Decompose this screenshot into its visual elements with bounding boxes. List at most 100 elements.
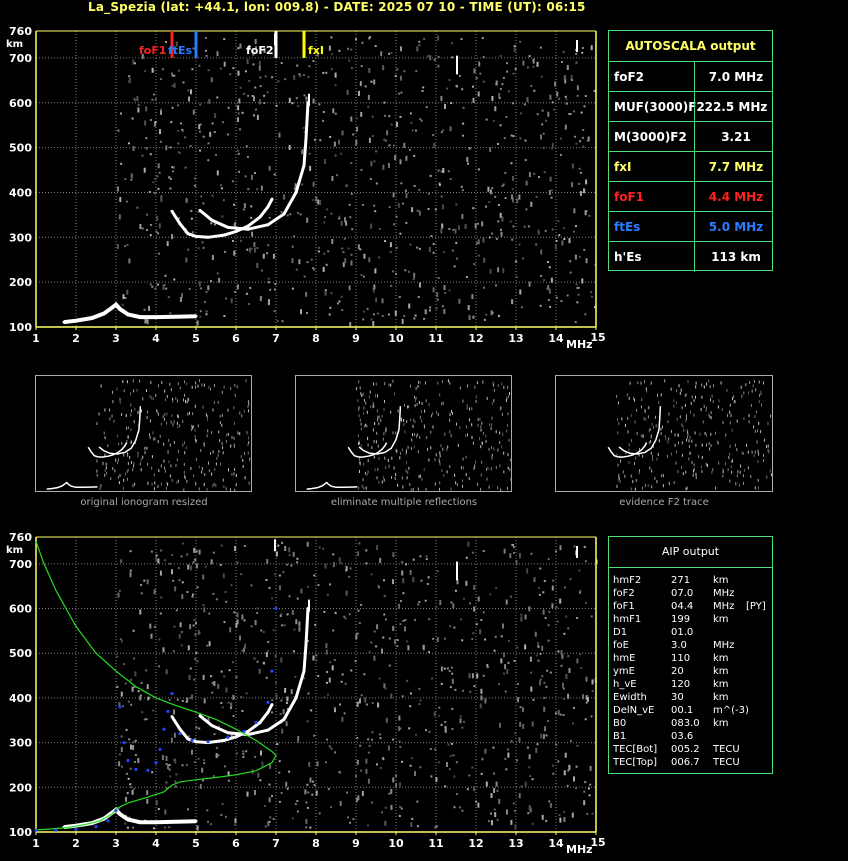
- thumb-speck: [96, 473, 98, 477]
- noise-speck: [591, 812, 594, 815]
- trace-point: [294, 190, 298, 194]
- noise-speck: [382, 164, 385, 170]
- noise-speck: [220, 670, 223, 673]
- thumb-speck: [132, 484, 134, 488]
- noise-speck: [579, 591, 582, 594]
- x-tick-label: 13: [508, 837, 523, 850]
- noise-speck: [386, 130, 389, 136]
- noise-speck: [195, 651, 198, 654]
- noise-speck: [575, 61, 578, 64]
- noise-speck: [361, 41, 364, 44]
- noise-speck: [461, 88, 464, 91]
- thumb-speck: [507, 424, 508, 427]
- thumb-speck: [650, 440, 652, 443]
- thumb-speck: [617, 401, 619, 405]
- thumb-speck: [160, 422, 162, 426]
- noise-speck: [187, 808, 189, 811]
- noise-speck: [501, 184, 504, 187]
- thumb-speck: [248, 436, 249, 440]
- noise-speck: [371, 135, 374, 138]
- thumb-speck: [686, 486, 688, 490]
- thumb-speck: [466, 425, 467, 429]
- thumb-speck: [164, 417, 166, 421]
- thumb-speck: [442, 401, 444, 405]
- noise-speck: [506, 669, 509, 674]
- thumb-speck: [169, 443, 171, 447]
- noise-speck: [157, 187, 160, 190]
- noise-speck: [500, 635, 503, 638]
- thumb-speck: [684, 394, 686, 398]
- thumb-speck: [439, 487, 440, 491]
- noise-speck: [519, 137, 522, 140]
- aip-value: 271: [671, 575, 691, 586]
- thumb-speck: [103, 431, 105, 435]
- thumb-speck: [481, 421, 483, 425]
- thumb-speck: [203, 383, 205, 387]
- noise-speck: [122, 705, 124, 708]
- noise-speck: [379, 557, 382, 563]
- noise-speck: [562, 687, 565, 690]
- noise-speck: [384, 240, 386, 243]
- autoscala-key: ftEs: [614, 220, 641, 234]
- noise-speck: [284, 546, 287, 551]
- noise-speck: [133, 686, 136, 689]
- thumb-speck: [678, 384, 680, 388]
- noise-speck: [294, 802, 297, 805]
- noise-speck: [511, 188, 514, 191]
- noise-speck: [395, 273, 397, 275]
- noise-speck: [344, 617, 347, 620]
- noise-speck: [567, 769, 570, 772]
- noise-speck: [363, 253, 366, 259]
- thumb-speck: [474, 385, 476, 389]
- noise-speck: [173, 709, 175, 715]
- thumb-speck: [467, 433, 468, 437]
- thumb-speck: [357, 399, 359, 403]
- thumb-speck: [419, 435, 421, 439]
- noise-speck: [215, 747, 218, 750]
- thumb-speck: [693, 413, 695, 417]
- noise-speck: [365, 703, 368, 706]
- noise-speck: [361, 204, 364, 206]
- noise-speck: [529, 775, 532, 778]
- noise-speck: [345, 566, 348, 571]
- thumb-speck: [418, 380, 419, 384]
- noise-speck: [359, 744, 362, 747]
- thumb-speck: [428, 403, 430, 406]
- noise-speck: [441, 305, 444, 308]
- thumb-speck: [376, 431, 378, 435]
- noise-speck: [211, 194, 214, 197]
- noise-speck: [419, 118, 422, 121]
- thumb-speck: [705, 406, 707, 410]
- noise-speck: [296, 557, 299, 560]
- noise-speck: [540, 75, 543, 78]
- thumb-speck: [410, 447, 412, 450]
- thumb-speck: [358, 486, 360, 490]
- thumb-speck: [493, 383, 495, 387]
- noise-speck: [215, 598, 218, 601]
- thumb-speck: [202, 405, 204, 409]
- thumb-speck: [187, 412, 189, 416]
- noise-speck: [326, 593, 329, 596]
- noise-speck: [300, 309, 302, 315]
- noise-speck: [242, 756, 245, 758]
- trace-point: [222, 233, 226, 237]
- noise-speck: [562, 682, 564, 688]
- noise-speck: [197, 630, 200, 635]
- thumb-speck: [201, 383, 203, 387]
- noise-speck: [281, 624, 284, 627]
- noise-speck: [191, 694, 194, 700]
- noise-speck: [455, 793, 458, 795]
- thumb-speck: [183, 470, 185, 474]
- noise-speck: [398, 740, 401, 743]
- trace-point: [74, 319, 78, 323]
- y-tick-label: 100: [9, 826, 32, 839]
- noise-speck: [350, 192, 353, 195]
- noise-speck: [396, 645, 399, 648]
- noise-speck: [482, 674, 485, 677]
- noise-speck: [392, 777, 395, 783]
- thumb-speck: [373, 440, 375, 443]
- thumb-speck: [728, 456, 730, 460]
- noise-speck: [493, 808, 496, 811]
- thumb-speck: [725, 433, 727, 437]
- thumb-speck: [457, 443, 459, 447]
